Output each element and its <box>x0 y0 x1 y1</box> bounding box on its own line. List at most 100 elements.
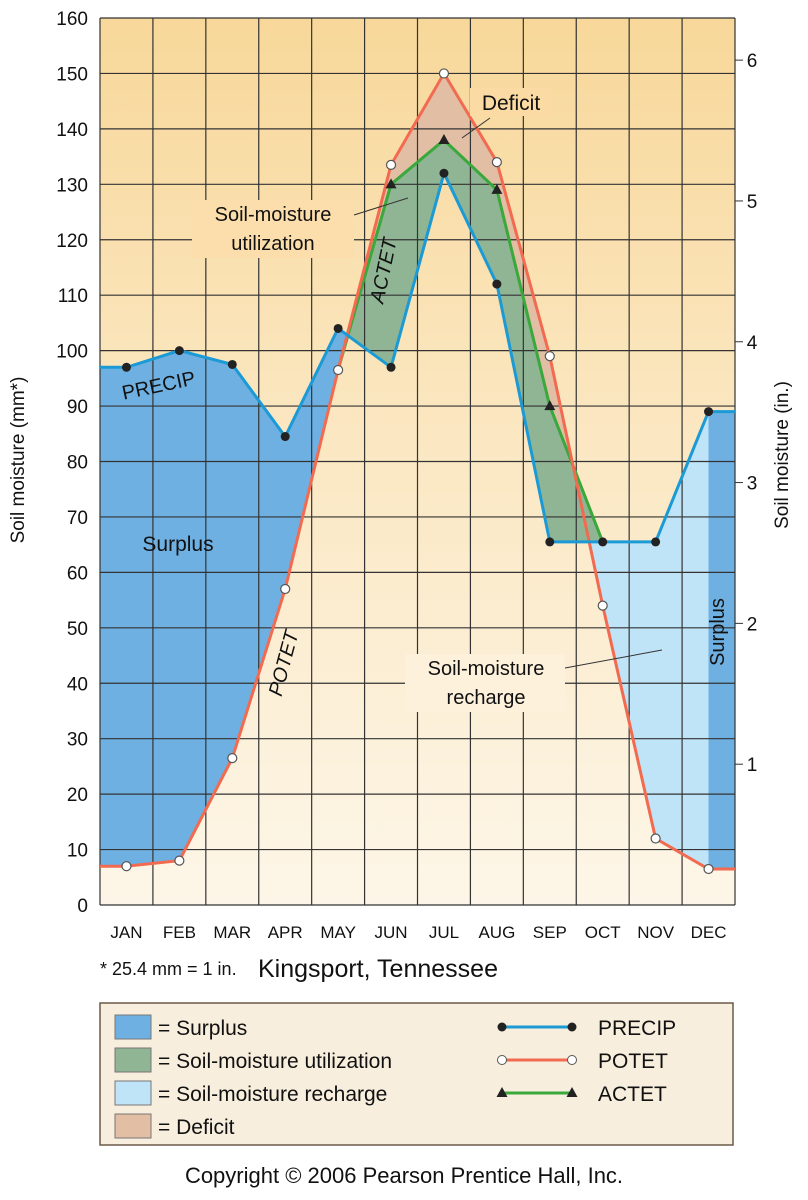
surplus-dec-annotation: Surplus <box>707 598 729 666</box>
y-tick-label: 130 <box>56 175 88 196</box>
potet-point <box>385 159 397 171</box>
legend-line-label: POTET <box>598 1050 668 1073</box>
potet-point <box>121 861 132 872</box>
y-tick-label: 120 <box>56 231 88 252</box>
y-tick-label: 160 <box>56 9 88 30</box>
legend-marker <box>566 1087 578 1097</box>
potet-point <box>438 68 450 79</box>
actet-point <box>385 178 397 189</box>
precip-point <box>386 362 396 372</box>
x-tick-label: MAR <box>213 923 251 942</box>
precip-point <box>704 407 714 417</box>
precip-point <box>545 537 555 547</box>
y-tick-label: 90 <box>67 397 88 418</box>
precip-point <box>492 279 502 289</box>
y-tick-label: 110 <box>58 286 88 307</box>
y-tick-label: 70 <box>67 508 88 529</box>
legend-area-label: = Soil-moisture utilization <box>158 1050 392 1073</box>
y-right-tick-label: 1 <box>747 755 758 776</box>
legend-swatch <box>114 1080 152 1106</box>
precip-point <box>174 346 184 356</box>
potet-point <box>333 364 344 376</box>
y-tick-label: 20 <box>67 785 88 806</box>
x-tick-label: JAN <box>110 923 142 942</box>
y-tick-label: 60 <box>67 563 88 584</box>
legend-marker <box>497 1022 507 1032</box>
legend-line-label: ACTET <box>598 1083 667 1106</box>
y-right-tick-label: 3 <box>747 474 758 495</box>
precip-point <box>439 168 449 178</box>
y-tick-label: 80 <box>67 453 88 474</box>
x-tick-label: AUG <box>478 923 515 942</box>
legend-marker <box>567 1055 577 1065</box>
actet-point <box>491 183 503 194</box>
legend-marker <box>497 1055 507 1065</box>
recharge-annotation-1: Soil-moisture <box>428 658 545 680</box>
precip-point <box>121 362 131 372</box>
legend-marker <box>567 1022 577 1032</box>
legend-swatch <box>114 1047 152 1073</box>
x-tick-label: JUL <box>429 923 459 942</box>
surplus-annotation: Surplus <box>142 533 213 556</box>
precip-point <box>333 323 343 333</box>
potet-point <box>227 752 238 764</box>
util-label-bg <box>192 200 354 258</box>
x-tick-label: OCT <box>585 923 621 942</box>
y-right-tick-label: 6 <box>747 51 758 72</box>
copyright: Copyright © 2006 Pearson Prentice Hall, … <box>185 1163 623 1188</box>
precip-point <box>598 537 608 547</box>
actet-point <box>544 400 556 411</box>
legend-box <box>99 1002 734 1146</box>
deficit-label-bg <box>470 88 552 116</box>
y-tick-label: 50 <box>67 619 88 640</box>
y-axis-right-label: Soil moisture (in.) <box>772 381 793 529</box>
legend-swatch <box>114 1014 152 1040</box>
x-tick-label: JUN <box>375 923 408 942</box>
utilization-area <box>338 140 603 542</box>
recharge-leader <box>564 649 663 669</box>
utilization-annotation-1: Soil-moisture <box>215 204 332 226</box>
y-tick-label: 40 <box>67 674 88 695</box>
chart-title: Kingsport, Tennessee <box>258 955 498 983</box>
potet-point <box>597 600 608 611</box>
potet-point <box>544 351 555 362</box>
y-tick-label: 150 <box>56 64 88 85</box>
potet-point <box>280 583 291 595</box>
y-tick-label: 140 <box>56 120 88 141</box>
legend-line-label: PRECIP <box>598 1017 676 1040</box>
x-tick-label: NOV <box>637 923 675 942</box>
precip-point <box>227 359 237 369</box>
potet-point <box>703 863 714 875</box>
x-tick-label: APR <box>268 923 303 942</box>
footnote: * 25.4 mm = 1 in. <box>100 959 237 979</box>
deficit-leader <box>461 117 491 139</box>
surplus-area-dec <box>708 411 735 869</box>
potet-line <box>100 70 735 871</box>
y-right-tick-label: 4 <box>747 333 758 354</box>
utilization-annotation-2: utilization <box>231 233 314 255</box>
y-right-tick-label: 2 <box>747 614 758 635</box>
recharge-label-bg <box>405 654 565 712</box>
potet-point <box>650 833 661 844</box>
deficit-annotation: Deficit <box>482 92 541 115</box>
y-tick-label: 10 <box>67 841 88 862</box>
recharge-area <box>576 411 709 869</box>
y-tick-label: 30 <box>67 730 88 751</box>
y-tick-label: 100 <box>56 342 88 363</box>
y-right-tick-label: 5 <box>747 192 758 213</box>
y-tick-label: 0 <box>77 896 88 917</box>
potet-point <box>174 855 185 866</box>
y-axis-label: Soil moisture (mm*) <box>8 377 29 544</box>
surplus-area <box>100 328 365 867</box>
legend-area-label: = Soil-moisture recharge <box>158 1083 387 1106</box>
precip-line <box>100 168 735 544</box>
precip-point <box>280 432 290 442</box>
potet-point <box>491 157 502 168</box>
legend-marker <box>496 1087 508 1097</box>
x-tick-label: FEB <box>163 923 196 942</box>
actet-line <box>336 137 605 543</box>
recharge-annotation-2: recharge <box>447 687 526 709</box>
x-tick-label: SEP <box>533 923 567 942</box>
actet-point <box>438 133 450 144</box>
